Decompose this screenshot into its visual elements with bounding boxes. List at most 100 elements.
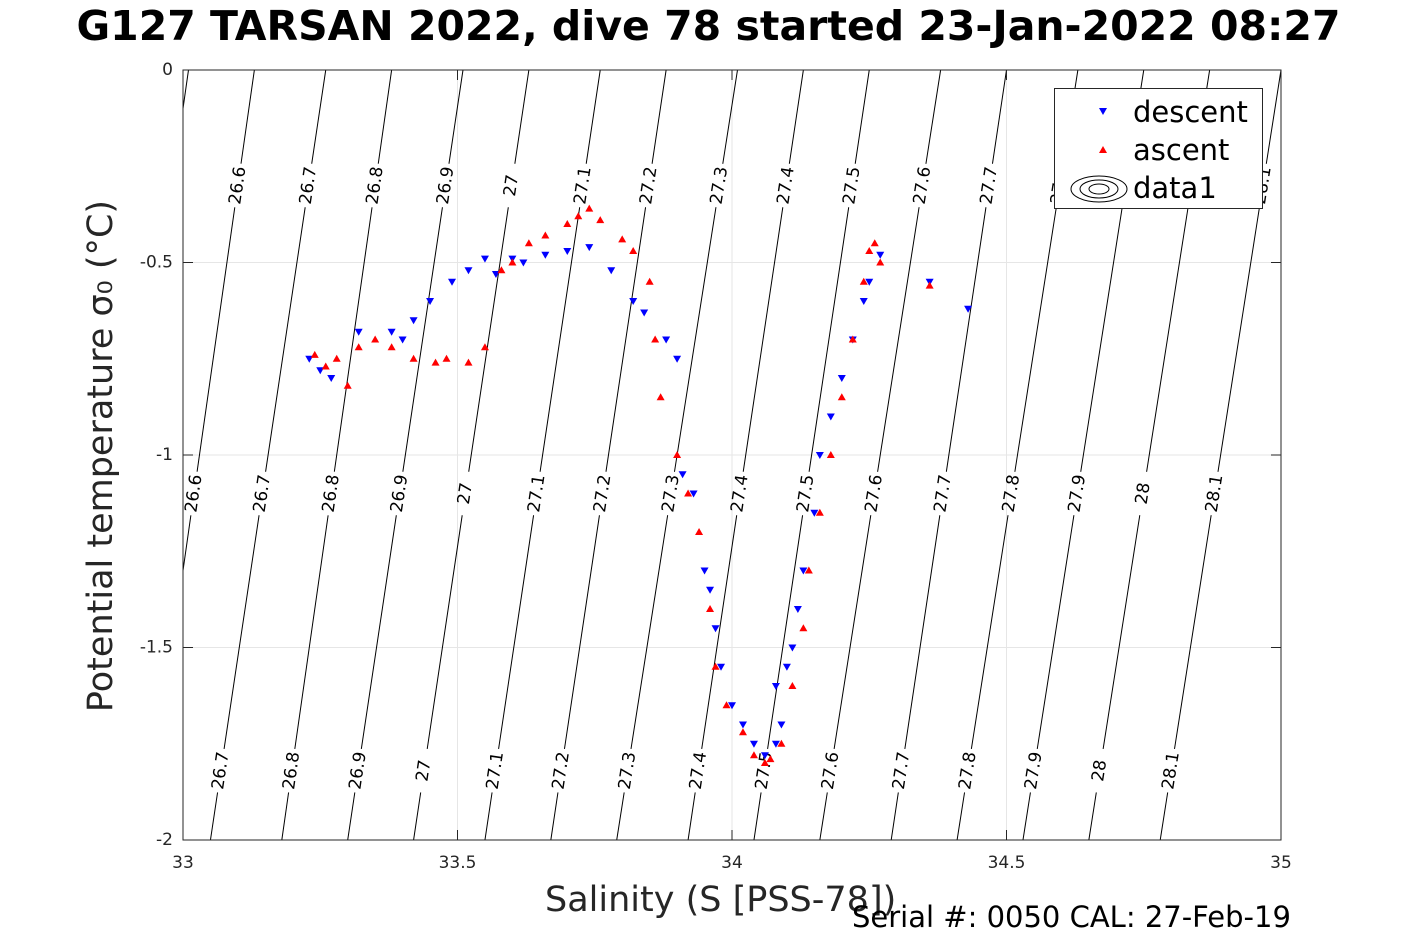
descent-point [771,683,780,690]
isopycnal-label: 27.7 [889,750,914,790]
descent-point [728,702,736,710]
ascent-marker-icon [1099,146,1107,153]
isopycnal-2: 26.7 26.7 26.7 [208,69,327,841]
descent-point [678,471,687,479]
isopycnal-label: 27.3 [707,165,733,206]
descent-point [541,251,550,259]
isopycnal-label: 26.7 [296,165,321,205]
legend-label-ascent: ascent [1133,133,1230,167]
isopycnal-segment [991,69,1007,164]
isopycnal-segment [970,515,1009,750]
serial-calibration-text: Serial #: 0050 CAL: 27-Feb-19 [852,900,1291,934]
ascent-point [711,662,720,670]
isopycnal-segment [240,69,255,164]
isopycnal-segment [294,515,329,749]
descent-point [706,586,715,594]
isopycnal-segment [377,69,393,164]
isopycnal-segment [1174,515,1212,750]
descent-point [607,267,616,275]
isopycnal-segment [808,207,850,472]
isopycnal-segment [360,515,397,750]
isopycnal-segment [1088,792,1097,841]
ascent-point [480,343,489,351]
isopycnal-segment [1146,207,1189,472]
isopycnal-label: 27.3 [658,473,684,514]
ascent-point [656,393,665,401]
ascent-point [837,393,846,401]
descent-point [387,328,396,336]
isopycnal-label: 27.1 [524,473,549,513]
chart-title: G127 TARSAN 2022, dive 78 started 23-Jan… [76,2,1341,50]
contour-icon [1070,175,1128,203]
ascent-point [354,343,363,351]
isopycnal-label: 27.1 [483,750,508,790]
isopycnal-segment [854,69,870,164]
descent-point [700,567,709,575]
ascent-point [865,246,874,254]
isopycnal-segment [701,515,738,750]
isopycnal-segment [1217,207,1260,472]
isopycnal-label: 28 [1088,758,1111,782]
isopycnal-segment [673,207,717,472]
ascent-point [585,204,594,212]
isopycnal-segment [223,515,260,750]
isopycnal-label: 27.4 [727,473,752,513]
ascent-point [310,350,319,358]
isopycnal-segment [196,207,236,472]
axes [182,69,1282,841]
isopycnal-segment [788,69,804,164]
ascent-point [541,231,550,239]
isopycnal-segment [1159,792,1169,841]
ascent-point [777,739,786,747]
isopycnal-segment [877,207,920,472]
descent-point [876,251,885,259]
y-tick-label: -1 [156,445,173,465]
x-tick-label: 35 [1270,853,1292,873]
ascent-point [409,354,418,362]
isopycnal-segment [585,69,601,164]
descent-point [662,336,671,344]
isopycnal-segment [651,69,667,164]
ascent-point [574,212,583,220]
ascent-point [766,755,775,763]
descent-point [673,355,682,363]
isopycnal-segment [550,792,559,841]
isopycnal-label: 26.7 [208,750,233,790]
ascent-point [431,358,440,366]
isopycnal-label: 28 [1132,481,1155,505]
isopycnal-label: 26.6 [181,473,206,513]
isopycnal-5: 27 27 27 [412,69,530,841]
x-tick-label: 33.5 [439,853,477,873]
descent-point [398,336,407,344]
isopycnal-label: 28.1 [1158,750,1184,791]
ascent-point [464,358,473,366]
isopycnal-11: 27.6 27.6 27.6 [818,69,942,841]
descent-point [717,663,726,671]
isopycnal-label: 26.9 [345,750,370,790]
isopycnal-segment [616,792,625,841]
isopycnal-segment [945,207,987,472]
isopycnal-label: 27.7 [930,473,955,513]
descent-point [629,298,638,305]
descent-point [464,267,473,275]
isopycnal-segment [630,515,669,750]
descent-point [749,740,758,748]
descent-point [480,255,489,263]
isopycnal-segment [265,207,306,472]
ascent-point [343,381,352,389]
isopycnal-segment [833,515,872,750]
ascent-point [804,566,813,574]
descent-point [640,309,649,317]
descent-point [771,740,780,748]
isopycnal-7: 27.2 27.2 27.2 [549,69,667,841]
isopycnal-segment [722,69,738,164]
descent-point [859,298,868,305]
isopycnal-label: 27.9 [1021,750,1047,791]
ascent-point [738,728,747,736]
descent-point [327,375,336,382]
descent-point [837,375,846,382]
y-tick-label: -2 [156,830,173,850]
isopycnal-label: 27.3 [615,750,641,791]
isopycnal-label: 27.6 [910,165,936,206]
legend-item-ascent: ascent [1055,131,1262,169]
